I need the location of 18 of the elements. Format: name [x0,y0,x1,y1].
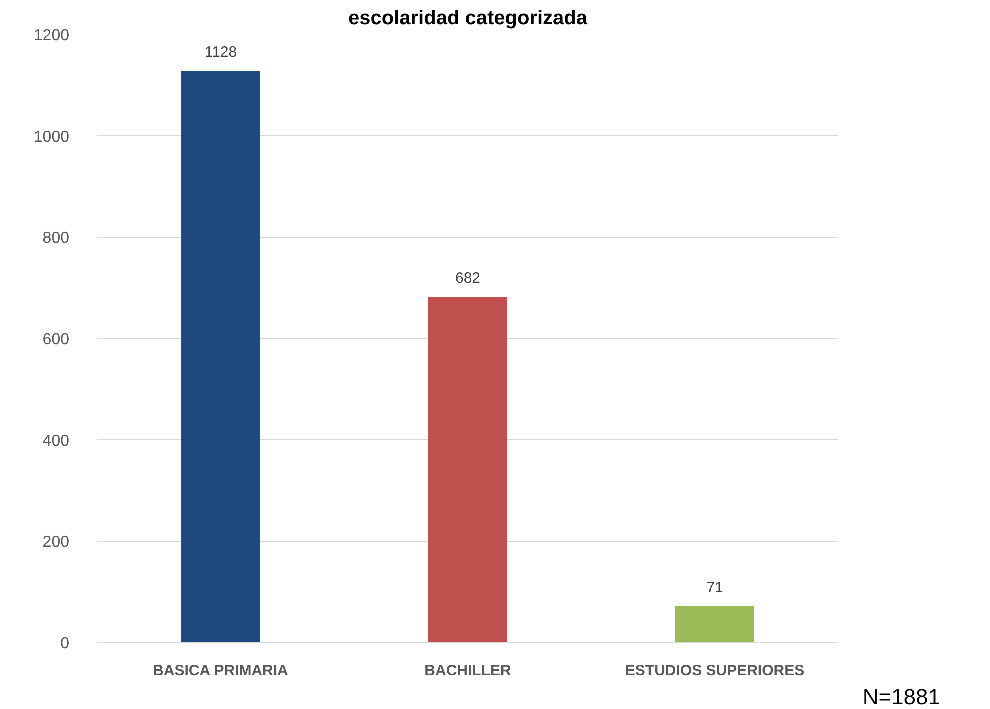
y-tick-label: 800 [42,230,70,248]
bar [675,606,755,642]
text: N=1881 [862,684,941,709]
x-tick-label: ESTUDIOS SUPERIORES [625,662,805,680]
x-tick-label: BACHILLER [424,662,512,680]
y-tick-label: 1200 [34,28,70,44]
data-label: 1128 [204,44,238,61]
y-tick-label: 200 [42,534,70,552]
x-tick-label: BASICA PRIMARIA [153,662,289,680]
y-tick-label: 400 [42,432,70,450]
y-tick-label: 0 [60,636,70,652]
bar [428,296,508,642]
data-label: 71 [706,580,724,597]
y-tick-label: 1000 [34,128,70,146]
chart-title: escolaridad categorizada [348,8,588,30]
bar [181,70,261,642]
y-tick-label: 600 [42,332,70,348]
data-label: 682 [455,270,481,287]
